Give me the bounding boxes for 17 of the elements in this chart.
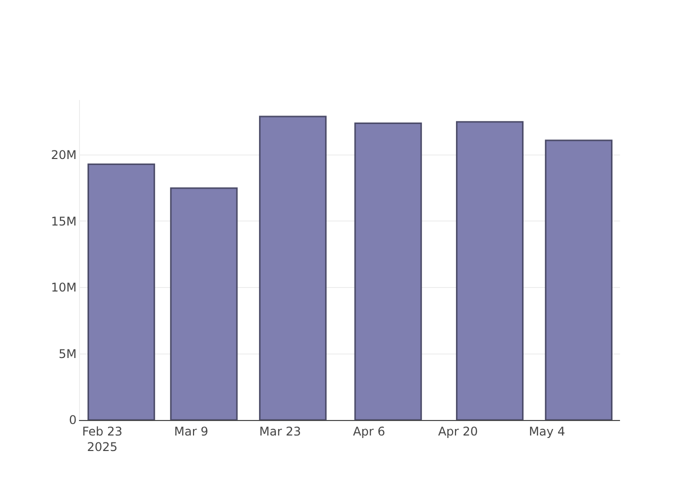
bar <box>354 122 422 420</box>
x-tick-label: May 4 <box>528 424 566 438</box>
y-tick-label: 0 <box>68 413 77 428</box>
x-tick-label: Apr 6 <box>352 424 386 438</box>
bar <box>88 164 156 420</box>
y-tick-label: 10M <box>50 280 77 295</box>
y-tick-label: 15M <box>50 214 77 228</box>
x-tick-label: Mar 9 <box>174 424 208 438</box>
y-tick-label: 20M <box>50 148 77 162</box>
x-tick-label: Apr 20 <box>438 424 478 438</box>
x-tick-label: Mar 23 <box>259 424 301 438</box>
bar <box>544 140 612 420</box>
x-tick-label: Feb 23 2025 <box>82 424 122 454</box>
bar <box>259 116 327 420</box>
bar <box>456 121 524 420</box>
y-tick-label: 5M <box>58 346 77 361</box>
bar <box>170 187 238 420</box>
